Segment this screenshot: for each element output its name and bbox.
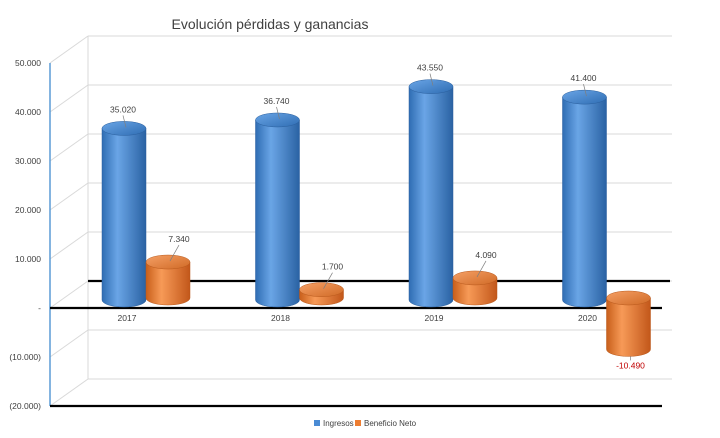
gridline-diagonal bbox=[49, 378, 89, 407]
y-tick-label: 30.000 bbox=[15, 156, 41, 166]
bar-ingresos-2018-body bbox=[255, 119, 300, 308]
x-tick-label: 2017 bbox=[118, 313, 137, 323]
gridline-diagonal bbox=[49, 231, 89, 260]
y-tick-label: 10.000 bbox=[15, 254, 41, 264]
legend-label-ingresos: Ingresos bbox=[323, 419, 354, 428]
label-leader-line bbox=[169, 244, 180, 262]
label-leader-line bbox=[323, 272, 333, 289]
bar-beneficio-neto-2017-top bbox=[145, 254, 191, 270]
legend-swatch-ingresos bbox=[314, 420, 320, 426]
bar-beneficio-neto-2019 bbox=[452, 270, 498, 306]
bar-beneficio-neto-2020-body bbox=[606, 297, 651, 357]
data-label: 36.740 bbox=[264, 96, 290, 106]
x-axis: 2017 2018 2019 2020 bbox=[118, 313, 598, 323]
y-tick-label: - bbox=[38, 303, 41, 313]
bar-beneficio-neto-2019-top bbox=[452, 270, 498, 286]
gridline-diagonal bbox=[49, 133, 89, 162]
y-tick-label: 50.000 bbox=[15, 58, 41, 68]
data-label: 35.020 bbox=[110, 104, 136, 114]
data-label: 41.400 bbox=[571, 73, 597, 83]
data-label: 1.700 bbox=[322, 262, 344, 272]
bar-ingresos-2019-top bbox=[408, 79, 454, 94]
bar-beneficio-neto-2017 bbox=[145, 254, 191, 306]
bar-beneficio-neto-2017-body bbox=[145, 261, 191, 306]
bar-ingresos-2017-top bbox=[101, 121, 147, 136]
bar-beneficio-neto-2020-top bbox=[606, 290, 651, 306]
y-tick-label: 20.000 bbox=[15, 205, 41, 215]
y-tick-label: (10.000) bbox=[9, 352, 41, 362]
bar-beneficio-neto-2018-top bbox=[299, 282, 344, 297]
bar-ingresos-2017-body bbox=[101, 128, 147, 308]
bar-ingresos-2020 bbox=[562, 89, 607, 308]
y-axis: 50.000 40.000 30.000 20.000 10.000 - (10.000) (… bbox=[9, 58, 51, 411]
legend-swatch-beneficio-neto bbox=[355, 420, 361, 426]
bar-ingresos-2020-body bbox=[562, 96, 607, 308]
bar-beneficio-neto-2020 bbox=[606, 290, 651, 357]
data-labels: 35.020 7.340 36.740 1.700 43.550 4.090 41.400 -… bbox=[110, 63, 645, 371]
bar-ingresos-2019-body bbox=[408, 86, 454, 308]
label-leader-line bbox=[276, 106, 280, 120]
chart-title: Evolución pérdidas y ganancias bbox=[172, 16, 369, 32]
gridline-diagonal bbox=[49, 35, 89, 64]
data-label: 4.090 bbox=[475, 250, 497, 260]
bar-beneficio-neto-2018 bbox=[299, 282, 344, 306]
data-label-negative: -10.490 bbox=[616, 360, 645, 370]
bar-beneficio-neto-2019-body bbox=[452, 277, 498, 306]
bar-ingresos-2017 bbox=[101, 121, 147, 308]
legend: Ingresos Beneficio Neto bbox=[314, 419, 417, 428]
bars bbox=[101, 79, 651, 357]
gridline-diagonal bbox=[49, 280, 89, 309]
bar-ingresos-2019 bbox=[408, 79, 454, 308]
gridline-diagonal bbox=[49, 84, 89, 113]
bar-ingresos-2018 bbox=[255, 112, 300, 308]
y-tick-label: 40.000 bbox=[15, 107, 41, 117]
label-leader-line bbox=[583, 84, 587, 97]
y-tick-label: (20.000) bbox=[9, 401, 41, 411]
bar-ingresos-2018-top bbox=[255, 112, 300, 128]
x-tick-label: 2020 bbox=[578, 313, 597, 323]
label-leader-line bbox=[476, 260, 487, 278]
data-label: 43.550 bbox=[417, 63, 443, 73]
x-tick-label: 2018 bbox=[271, 313, 290, 323]
label-leader-line bbox=[429, 73, 434, 86]
x-tick-label: 2019 bbox=[425, 313, 444, 323]
bar-ingresos-2020-top bbox=[562, 89, 607, 105]
legend-label-beneficio-neto: Beneficio Neto bbox=[364, 419, 417, 428]
data-label: 7.340 bbox=[168, 234, 190, 244]
gridline-diagonal bbox=[49, 182, 89, 211]
label-leader-line bbox=[122, 115, 127, 128]
gridline-diagonal bbox=[49, 329, 89, 358]
